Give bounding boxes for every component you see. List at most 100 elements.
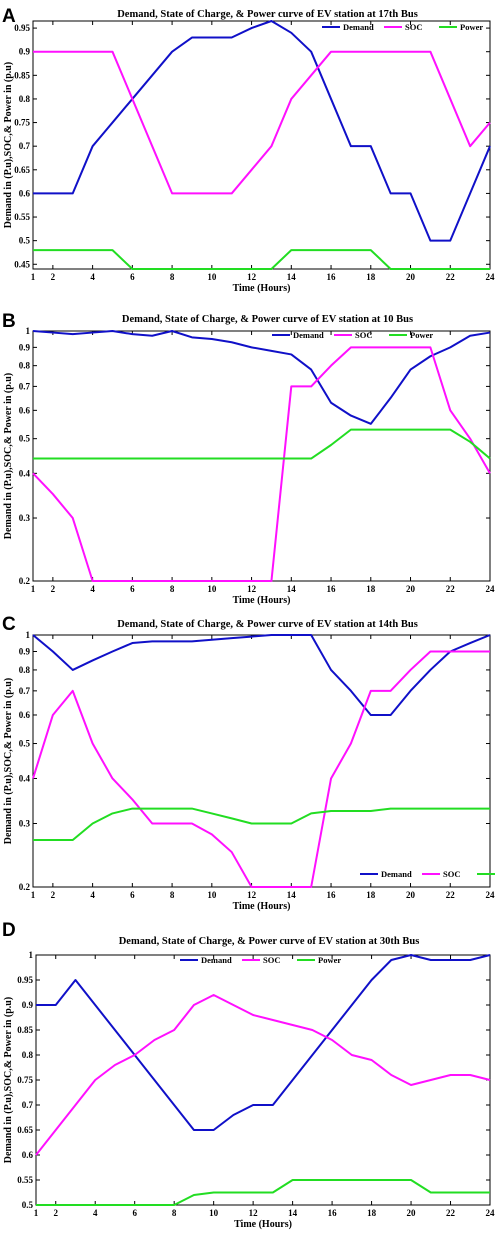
y-tick-label: 0.95 [17, 975, 33, 985]
panel-letter: A [2, 6, 16, 27]
x-tick-label: 8 [172, 1208, 177, 1218]
y-tick-label: 0.85 [17, 1025, 33, 1035]
x-tick-label: 22 [446, 584, 456, 594]
x-tick-label: 10 [207, 890, 217, 900]
y-axis-label: Demand in (P.u),SOC,& Power in (p.u) [3, 678, 14, 844]
y-tick-label: 0.65 [17, 1125, 33, 1135]
x-tick-label: 4 [90, 890, 95, 900]
x-tick-label: 2 [51, 272, 56, 282]
x-tick-label: 12 [247, 890, 257, 900]
demand-series-line [32, 330, 491, 425]
soc-series-line [33, 50, 491, 195]
legend-label-power: Power [318, 955, 341, 965]
x-tick-label: 20 [407, 1208, 417, 1218]
x-tick-label: 1 [31, 584, 36, 594]
x-tick-label: 16 [327, 272, 337, 282]
x-tick-label: 24 [486, 890, 496, 900]
y-tick-label: 1 [29, 950, 34, 960]
y-axis-label: Demand in (P.u),SOC,& Power in (p.u) [3, 997, 14, 1163]
chart-title: Demand, State of Charge, & Power curve o… [122, 314, 413, 325]
x-tick-label: 1 [31, 890, 36, 900]
x-tick-label: 8 [170, 272, 175, 282]
power-series-line [33, 249, 490, 270]
y-tick-label: 0.8 [22, 1050, 34, 1060]
chart-panel-d: D Demand, State of Charge, & Power curve … [2, 920, 495, 1230]
soc-series-line [32, 346, 491, 582]
x-tick-label: 20 [406, 890, 416, 900]
x-tick-label: 6 [132, 1208, 137, 1218]
x-tick-label: 18 [366, 584, 376, 594]
y-tick-label: 0.7 [22, 1100, 34, 1110]
y-tick-label: 0.5 [19, 236, 31, 246]
chart-panel-c: C Demand, State of Charge, & Power curve … [2, 614, 496, 912]
x-axis-label: Time (Hours) [233, 901, 291, 912]
chart-title: Demand, State of Charge, & Power curve o… [119, 936, 420, 947]
legend-label-demand: Demand [293, 330, 324, 340]
y-tick-label: 0.9 [19, 646, 31, 656]
plot-area-frame [35, 954, 491, 1206]
y-tick-label: 0.8 [19, 665, 31, 675]
y-tick-label: 1 [26, 326, 31, 336]
demand-series-line [33, 20, 491, 242]
x-tick-label: 12 [247, 272, 257, 282]
y-tick-label: 0.75 [17, 1075, 33, 1085]
y-tick-label: 0.4 [19, 773, 31, 783]
y-tick-label: 0.4 [19, 468, 31, 478]
x-tick-label: 18 [367, 1208, 377, 1218]
x-tick-label: 4 [90, 272, 95, 282]
x-tick-label: 2 [51, 890, 56, 900]
x-tick-label: 24 [486, 1208, 496, 1218]
x-axis-label: Time (Hours) [233, 595, 291, 606]
y-tick-label: 0.5 [19, 434, 31, 444]
y-tick-label: 0.9 [19, 47, 31, 57]
x-axis-label: Time (Hours) [234, 1219, 292, 1230]
y-tick-label: 0.2 [19, 576, 31, 586]
x-tick-label: 10 [207, 584, 217, 594]
y-tick-label: 0.7 [19, 141, 31, 151]
y-tick-label: 0.6 [19, 188, 31, 198]
x-tick-label: 10 [209, 1208, 219, 1218]
x-tick-label: 4 [93, 1208, 98, 1218]
chart-panel-b: B Demand, State of Charge, & Power curve … [2, 311, 495, 606]
panel-letter: B [2, 311, 16, 332]
legend-label-power: Power [410, 330, 433, 340]
soc-series-line [35, 994, 491, 1156]
x-tick-label: 20 [406, 272, 416, 282]
x-tick-label: 14 [287, 584, 297, 594]
demand-series-line [36, 954, 491, 1131]
x-tick-label: 1 [31, 272, 36, 282]
y-tick-label: 0.5 [19, 739, 31, 749]
y-tick-label: 0.6 [19, 405, 31, 415]
x-tick-label: 20 [406, 584, 416, 594]
x-tick-label: 24 [486, 584, 496, 594]
y-tick-label: 0.3 [19, 513, 31, 523]
x-tick-label: 16 [328, 1208, 338, 1218]
chart-panel-a: A Demand, State of Charge, & Power curve … [2, 6, 495, 294]
chart-title: Demand, State of Charge, & Power curve o… [117, 619, 418, 630]
legend-label-demand: Demand [381, 869, 412, 879]
panel-letter: D [2, 920, 16, 941]
power-series-line [36, 1179, 490, 1206]
y-tick-label: 0.55 [14, 212, 30, 222]
y-tick-label: 0.2 [19, 882, 31, 892]
x-tick-label: 14 [288, 1208, 298, 1218]
chart-title: Demand, State of Charge, & Power curve o… [117, 9, 418, 20]
y-tick-label: 0.9 [19, 342, 31, 352]
y-tick-label: 0.55 [17, 1175, 33, 1185]
y-tick-label: 0.95 [14, 23, 30, 33]
x-tick-label: 2 [51, 584, 56, 594]
y-axis-label: Demand in (P.u),SOC,& Power in (p.u) [3, 62, 14, 228]
x-tick-label: 18 [366, 272, 376, 282]
y-tick-label: 0.9 [22, 1000, 34, 1010]
x-tick-label: 8 [170, 890, 175, 900]
y-tick-label: 1 [26, 630, 31, 640]
x-tick-label: 6 [130, 890, 135, 900]
y-tick-label: 0.7 [19, 686, 31, 696]
x-tick-label: 22 [446, 272, 456, 282]
x-tick-label: 14 [287, 890, 297, 900]
x-tick-label: 18 [366, 890, 376, 900]
x-tick-label: 2 [53, 1208, 58, 1218]
